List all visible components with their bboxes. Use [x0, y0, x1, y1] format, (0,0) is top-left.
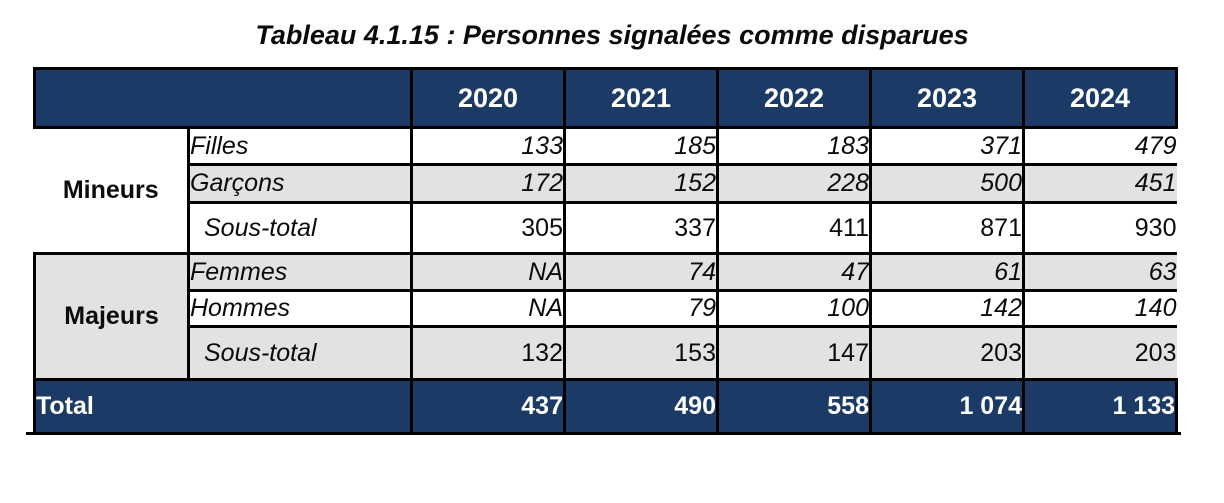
data-cell: 411: [716, 201, 872, 255]
table-row-hommes: Hommes NA 79 100 142 140: [35, 289, 1177, 328]
data-cell: 337: [563, 201, 719, 255]
data-cell: 203: [1022, 325, 1177, 381]
year-header: 2023: [869, 67, 1025, 129]
data-cell: NA: [410, 289, 566, 328]
row-label: Femmes: [187, 252, 413, 292]
group-label-mineurs: Mineurs: [34, 126, 190, 255]
table-title: Tableau 4.1.15 : Personnes signalées com…: [255, 20, 969, 50]
table-row-total: Total 437 490 558 1 074 1 133: [33, 378, 1178, 432]
table-row-filles: Mineurs Filles 133 185 183 371 479: [34, 126, 1177, 255]
total-cell: 1 133: [1022, 378, 1178, 432]
data-cell: 47: [716, 252, 872, 292]
data-cell: 871: [869, 201, 1025, 255]
table-row-soustotal-majeurs: Sous-total 132 153 147 203 203: [35, 325, 1177, 381]
data-cell: 479: [1022, 126, 1177, 166]
data-cell: 74: [563, 252, 719, 292]
data-cell: 153: [563, 325, 719, 381]
group-label-majeurs: Majeurs: [33, 252, 190, 381]
data-cell: 140: [1022, 289, 1177, 328]
document-page: Tableau 4.1.15 : Personnes signalées com…: [0, 20, 1224, 503]
data-cell: 147: [716, 325, 872, 381]
total-cell: 437: [410, 378, 566, 432]
header-row: 2020 2021 2022 2023 2024: [33, 67, 1178, 129]
data-cell: 203: [869, 325, 1025, 381]
year-header: 2022: [716, 67, 872, 129]
data-cell: 142: [869, 289, 1025, 328]
row-label: Filles: [187, 126, 413, 166]
data-cell: 152: [563, 163, 719, 204]
table-wrapper: 2020 2021 2022 2023 2024 Mineurs Filles …: [33, 67, 1224, 432]
data-cell: 183: [716, 126, 872, 166]
data-cell: NA: [410, 252, 566, 292]
data-cell: 228: [716, 163, 872, 204]
data-cell: 79: [563, 289, 719, 328]
data-cell: 63: [1022, 252, 1177, 292]
row-label: Hommes: [187, 289, 413, 328]
row-label: Sous-total: [187, 201, 413, 255]
data-cell: 132: [410, 325, 566, 381]
data-cell: 371: [869, 126, 1025, 166]
row-label: Sous-total: [187, 325, 413, 381]
data-cell: 305: [410, 201, 566, 255]
data-cell: 185: [563, 126, 719, 166]
total-label: Total: [33, 378, 413, 432]
total-cell: 558: [716, 378, 872, 432]
table-row-garcons: Garçons 172 152 228 500 451: [35, 163, 1177, 204]
table-row-femmes: Majeurs Femmes NA 74 47 61 63: [33, 252, 1177, 381]
bottom-rule: [26, 431, 1181, 435]
year-header: 2020: [410, 67, 566, 129]
data-cell: 100: [716, 289, 872, 328]
year-header: 2024: [1022, 67, 1178, 129]
year-header: 2021: [563, 67, 719, 129]
missing-persons-table: 2020 2021 2022 2023 2024 Mineurs Filles …: [33, 67, 1178, 432]
data-cell: 500: [869, 163, 1025, 204]
data-cell: 172: [410, 163, 566, 204]
row-label: Garçons: [187, 163, 413, 204]
total-cell: 490: [563, 378, 719, 432]
data-cell: 61: [869, 252, 1025, 292]
table-row-soustotal-mineurs: Sous-total 305 337 411 871 930: [35, 201, 1177, 255]
data-cell: 930: [1022, 201, 1177, 255]
data-cell: 133: [410, 126, 566, 166]
data-cell: 451: [1022, 163, 1177, 204]
total-cell: 1 074: [869, 378, 1025, 432]
corner-header-cell: [33, 67, 413, 129]
